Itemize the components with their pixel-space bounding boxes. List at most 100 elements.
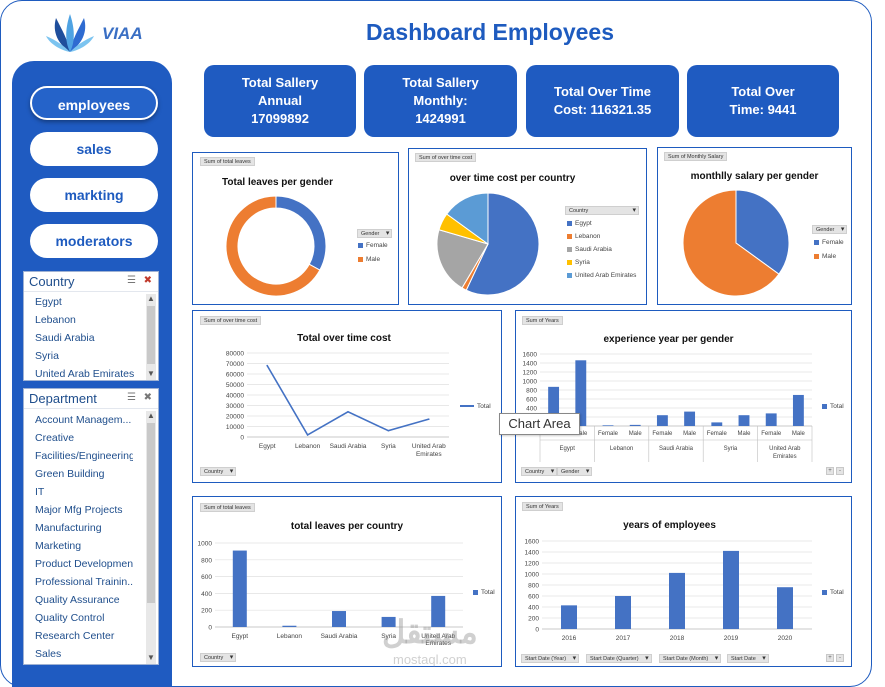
legend-item: Syria: [567, 259, 590, 266]
watermark-arabic: مستقل: [382, 614, 478, 650]
country-filter-button[interactable]: Country: [521, 467, 558, 476]
legend-filter-dropdown[interactable]: Gender: [812, 225, 848, 234]
expand-icon[interactable]: +: [826, 467, 834, 475]
nav-sales-button[interactable]: sales: [30, 132, 158, 166]
legend-item-total: Total: [822, 589, 844, 596]
kpi-value: Time: 9441: [729, 102, 797, 117]
field-button[interactable]: Sum of over time cost: [415, 153, 477, 162]
department-item[interactable]: Quality Assurance: [35, 594, 120, 606]
field-button[interactable]: Sum of total leaves: [200, 503, 255, 512]
scroll-down-icon[interactable]: ▼: [147, 369, 155, 378]
kpi-label: Total Over Time: [553, 84, 652, 99]
chart-salary-gender[interactable]: Sum of Monthly Salary monthlly salary pe…: [657, 147, 852, 305]
chart-overtime-total[interactable]: Sum of over time cost Total over time co…: [192, 310, 502, 483]
page-title: Dashboard Employees: [366, 19, 614, 45]
start-date-filter-button[interactable]: Start Date: [727, 654, 769, 663]
field-button[interactable]: Sum of Monthly Salary: [664, 152, 728, 161]
department-item[interactable]: Marketing: [35, 540, 82, 552]
start-quarter-filter-button[interactable]: Start Date (Quarter): [586, 654, 652, 663]
scroll-down-icon[interactable]: ▼: [147, 653, 155, 662]
legend-item-total: Total: [460, 403, 491, 410]
chart-title: monthlly salary per gender: [690, 171, 819, 182]
department-slicer: Department ☰ ✖ Account Managem... Creati…: [23, 388, 159, 665]
chart-years-employees[interactable]: Sum of Years years of employees 0 200 400 6…: [515, 496, 852, 667]
department-item[interactable]: Account Managem...: [35, 414, 132, 426]
y-tick-label: 40000: [226, 393, 244, 400]
chart-leaves-country[interactable]: Sum of total leaves total leaves per cou…: [192, 496, 502, 667]
bar-egypt: [232, 550, 247, 627]
department-item[interactable]: IT: [35, 486, 45, 498]
pie-chart: [682, 190, 790, 297]
x-tick-label: 2020: [778, 635, 793, 642]
y-tick-label: 200: [201, 608, 212, 615]
nav-employees-button[interactable]: employees: [30, 86, 158, 120]
department-item[interactable]: Research Center: [35, 630, 115, 642]
chart-leaves-gender[interactable]: Sum of total leaves Total leaves per gen…: [192, 152, 399, 305]
chart-overtime-country[interactable]: Sum of over time cost over time cost per…: [408, 148, 647, 305]
pie-slice-saudi-arabia: [436, 229, 489, 289]
field-button[interactable]: Sum of Years: [522, 502, 563, 511]
x-tick-label: Male: [792, 431, 806, 437]
country-item-syria[interactable]: Syria: [35, 350, 59, 362]
expand-icon[interactable]: +: [826, 654, 834, 662]
x-tick-label: Male: [574, 431, 588, 437]
department-scrollbar[interactable]: [146, 411, 156, 664]
country-scrollbar[interactable]: [146, 294, 156, 380]
country-item-egypt[interactable]: Egypt: [35, 296, 62, 308]
multi-select-icon[interactable]: ☰: [127, 392, 136, 403]
kpi-label: Total Sallery: [402, 75, 479, 90]
y-tick-label: 1000: [198, 541, 213, 548]
x-tick-label: Male: [737, 431, 751, 437]
gender-filter-button[interactable]: Gender: [557, 467, 593, 476]
chart-experience-gender[interactable]: Sum of Years experience year per gender …: [515, 310, 852, 483]
department-item[interactable]: Product Development: [35, 558, 133, 570]
collapse-icon[interactable]: -: [836, 654, 844, 662]
bar-2016: [561, 605, 577, 629]
field-button[interactable]: Sum of total leaves: [200, 157, 255, 166]
department-item[interactable]: Professional Trainin...: [35, 576, 133, 588]
department-item[interactable]: Green Building: [35, 468, 105, 480]
x-tick-label: Egypt: [231, 633, 248, 640]
y-tick-label: 1000: [525, 572, 540, 579]
bar-6: [711, 422, 723, 426]
y-tick-label: 1200: [523, 370, 538, 377]
bar-chart: 0 200 400 600 800 1000 1200 1400 1600 2016 2017 201…: [525, 539, 812, 642]
department-item[interactable]: Major Mfg Projects: [35, 504, 123, 516]
kpi-label: Monthly:: [413, 93, 468, 108]
country-item-lebanon[interactable]: Lebanon: [35, 314, 76, 326]
country-item-saudi-arabia[interactable]: Saudi Arabia: [35, 332, 95, 344]
nav-markting-button[interactable]: markting: [30, 178, 158, 212]
scroll-up-icon[interactable]: ▲: [147, 294, 155, 303]
bar-7: [738, 415, 750, 426]
chart-title: years of employees: [623, 520, 716, 531]
field-button[interactable]: Sum of over time cost: [200, 316, 262, 325]
x-tick-label: Syria: [381, 633, 396, 640]
data-point-4: [428, 418, 430, 420]
group-label: Syria: [724, 446, 738, 452]
nav-moderators-button[interactable]: moderators: [30, 224, 158, 258]
start-month-filter-button[interactable]: Start Date (Month): [659, 654, 722, 663]
country-filter-button[interactable]: Country: [200, 653, 237, 662]
group-label: Saudi Arabia: [659, 446, 694, 452]
department-item[interactable]: Facilities/Engineering: [35, 450, 133, 462]
legend-filter-dropdown[interactable]: Gender: [357, 229, 393, 238]
clear-filter-icon[interactable]: ✖: [143, 392, 152, 403]
y-tick-label: 1600: [525, 539, 540, 546]
department-item[interactable]: Sales: [35, 648, 62, 660]
country-filter-button[interactable]: Country: [200, 467, 237, 476]
start-year-filter-button[interactable]: Start Date (Year): [521, 654, 580, 663]
multi-select-icon[interactable]: ☰: [127, 275, 136, 286]
field-button[interactable]: Sum of Years: [522, 316, 563, 325]
clear-filter-icon[interactable]: ✖: [143, 275, 152, 286]
country-item-uae[interactable]: United Arab Emirates: [35, 368, 135, 380]
chart-title: Total over time cost: [297, 333, 391, 344]
collapse-icon[interactable]: -: [836, 467, 844, 475]
department-item[interactable]: Creative: [35, 432, 75, 444]
y-tick-label: 1600: [523, 352, 538, 359]
legend-filter-dropdown[interactable]: Country: [565, 206, 639, 215]
department-item[interactable]: Manufacturing: [35, 522, 102, 534]
department-item[interactable]: Quality Control: [35, 612, 105, 624]
data-point-3: [387, 429, 390, 432]
scroll-up-icon[interactable]: ▲: [147, 411, 155, 420]
kpi-value: 17099892: [251, 111, 309, 126]
